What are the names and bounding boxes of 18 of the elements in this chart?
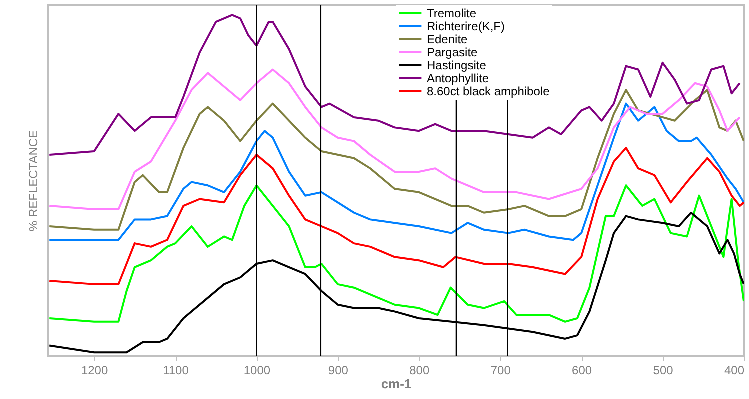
- x-tick-label: 700: [490, 364, 512, 378]
- x-tick-label: 500: [653, 364, 674, 378]
- x-tick-label: 1000: [244, 364, 271, 378]
- x-tick-label: 800: [410, 364, 430, 378]
- x-tick-label: 900: [328, 364, 349, 378]
- legend-label: Antophyllite: [427, 72, 490, 86]
- x-tick-label: 400: [724, 364, 745, 378]
- x-tick-label: 1100: [163, 364, 190, 378]
- legend-label: Pargasite: [427, 46, 478, 60]
- legend-label: Tremolite: [427, 6, 477, 20]
- x-axis-title: cm-1: [381, 376, 412, 392]
- legend-label: Hastingsite: [427, 58, 487, 72]
- x-tick-label: 1200: [81, 364, 108, 378]
- legend-label: Edenite: [427, 32, 468, 46]
- legend-label: Richterire(K,F): [427, 20, 506, 34]
- legend-label: 8.60ct black amphibole: [427, 84, 550, 98]
- x-tick-label: 600: [572, 364, 592, 378]
- y-axis-title: % REFLECTANCE: [26, 130, 40, 232]
